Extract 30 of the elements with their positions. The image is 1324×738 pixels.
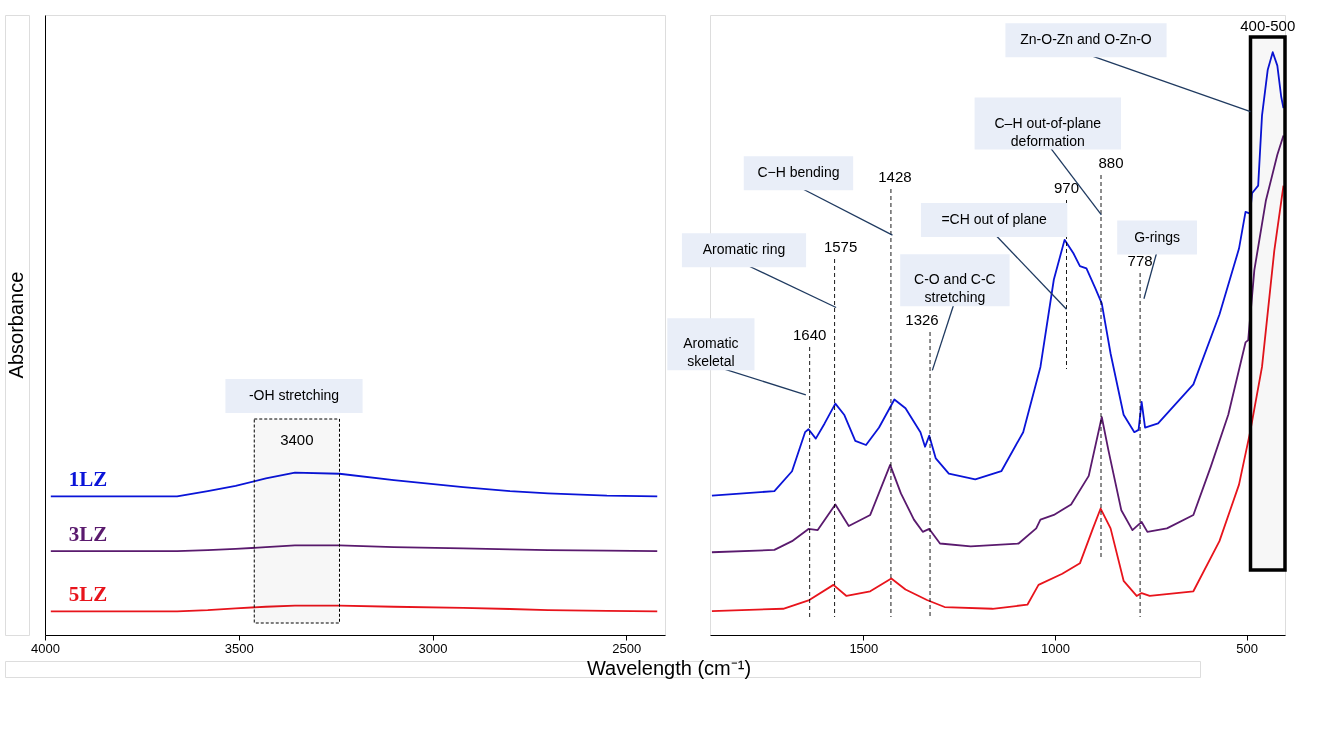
ref-line-label: 880 [1098, 154, 1124, 171]
annotation: Zn-O-Zn and O-Zn-O [1020, 31, 1152, 48]
x-tick-label: 1500 [849, 640, 879, 656]
ref-line-label: 1428 [878, 168, 912, 185]
series-label: 1LZ [68, 467, 108, 492]
series-label: 5LZ [68, 582, 108, 607]
annotation: Aromatic skeletal [683, 335, 739, 370]
band-label: 400-500 [1240, 17, 1296, 34]
x-axis-title: Wavelength (cm⁻¹) [586, 657, 752, 679]
annotation: G-rings [1134, 228, 1181, 245]
x-tick-label: 500 [1236, 640, 1259, 656]
x-tick-label: 1000 [1041, 640, 1070, 656]
ref-line-label: 970 [1053, 179, 1080, 196]
annotation: C–H out-of-plane deformation [994, 114, 1102, 149]
annotation: C−H bending [757, 164, 840, 181]
annotation: Aromatic ring [702, 241, 786, 258]
x-tick-label: 2500 [612, 640, 642, 656]
series-label: 3LZ [68, 522, 108, 547]
x-tick-label: 3000 [418, 640, 448, 656]
ref-line-label: 1640 [792, 326, 827, 343]
x-tick-label: 4000 [31, 640, 60, 656]
ref-line-label: 778 [1127, 252, 1153, 269]
ref-line-label: 1326 [905, 311, 939, 328]
y-axis-title: Absorbance [5, 271, 27, 379]
text: -OH stretching [248, 387, 340, 403]
ref-line-label: 1575 [823, 238, 858, 255]
annotation: =CH out of plane [941, 210, 1048, 227]
band-label: 3400 [280, 431, 314, 448]
x-tick-label: 3500 [224, 640, 254, 656]
annotation: C-O and C-C stretching [914, 271, 996, 306]
